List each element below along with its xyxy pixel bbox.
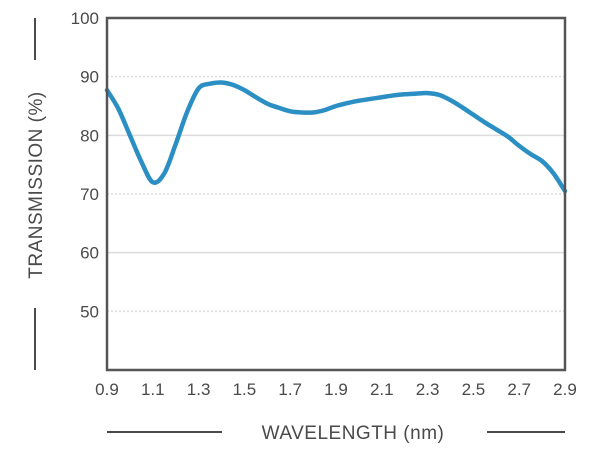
x-tick-label: 2.9: [553, 380, 577, 399]
x-tick-label: 2.7: [507, 380, 531, 399]
series-layer: [104, 80, 568, 194]
x-tick-label: 2.1: [370, 380, 394, 399]
y-axis-title: TRANSMISSION (%): [26, 91, 47, 278]
x-tick-label: 1.3: [187, 380, 211, 399]
y-tick-label: 50: [80, 302, 99, 321]
y-tick-label: 60: [80, 244, 99, 263]
y-tick-labels: 50 60 70 80 90 100: [71, 9, 99, 321]
y-tick-label: 90: [80, 68, 99, 87]
x-tick-label: 1.1: [141, 380, 165, 399]
x-tick-label: 0.9: [95, 380, 119, 399]
y-tick-label: 80: [80, 126, 99, 145]
plot-frame: [105, 16, 567, 372]
x-tick-label: 1.7: [278, 380, 302, 399]
x-tick-label: 1.9: [324, 380, 348, 399]
x-tick-label: 2.5: [462, 380, 486, 399]
x-tick-labels: 0.9 1.1 1.3 1.5 1.7 1.9 2.1 2.3 2.5 2.7 2.9: [95, 380, 577, 399]
x-tick-label: 2.3: [416, 380, 440, 399]
x-tick-label: 1.5: [233, 380, 257, 399]
x-axis-title: WAVELENGTH (nm): [262, 423, 445, 444]
y-tick-label: 70: [80, 185, 99, 204]
grid-layer: [107, 75, 565, 313]
transmission-series-line: [104, 80, 568, 194]
y-tick-label: 100: [71, 9, 99, 28]
